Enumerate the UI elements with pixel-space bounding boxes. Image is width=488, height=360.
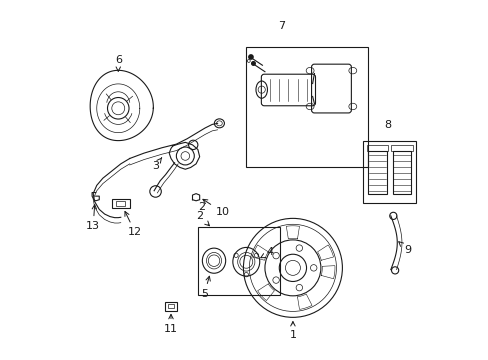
Bar <box>198 226 280 295</box>
Text: 2: 2 <box>196 211 209 226</box>
Text: 2: 2 <box>198 202 204 212</box>
Bar <box>168 304 174 309</box>
Text: 6: 6 <box>115 54 122 71</box>
Circle shape <box>248 55 253 59</box>
Text: 5: 5 <box>201 276 210 299</box>
Bar <box>116 201 125 206</box>
Text: 7: 7 <box>278 21 285 31</box>
Text: 13: 13 <box>86 204 100 231</box>
Bar <box>390 145 412 151</box>
Bar <box>246 47 367 167</box>
Bar <box>392 151 410 194</box>
Text: 4: 4 <box>260 247 273 258</box>
Circle shape <box>251 62 255 65</box>
Text: 3: 3 <box>152 158 162 171</box>
Text: 10: 10 <box>203 199 229 217</box>
Text: 1: 1 <box>289 321 296 339</box>
Bar <box>367 151 386 194</box>
Bar <box>165 302 176 311</box>
Text: 8: 8 <box>384 120 391 130</box>
Bar <box>112 199 129 208</box>
Bar <box>362 140 415 203</box>
Text: 11: 11 <box>163 314 178 334</box>
Bar <box>366 145 387 151</box>
Text: 9: 9 <box>398 242 410 255</box>
Text: 12: 12 <box>124 211 142 237</box>
